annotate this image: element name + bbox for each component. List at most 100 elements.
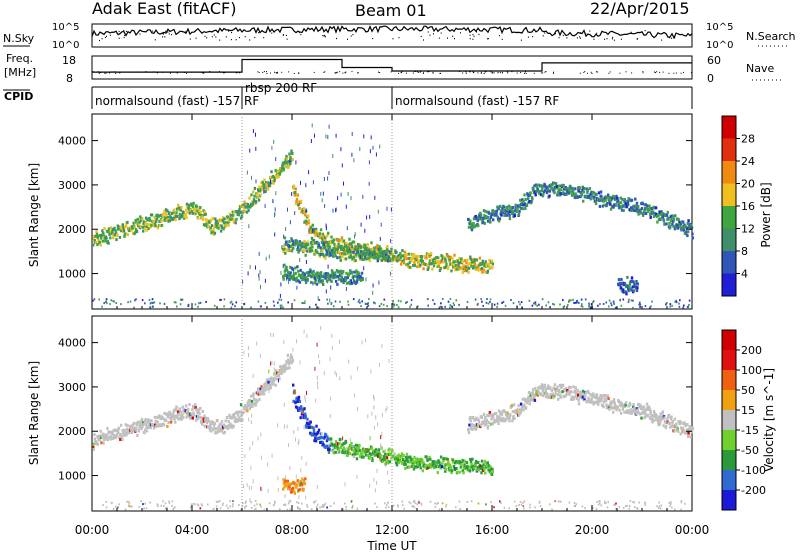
noise-search-point <box>322 35 324 37</box>
sporadic-echo <box>335 208 337 213</box>
range-cell <box>259 193 262 197</box>
range-cell <box>433 460 436 464</box>
nave-point <box>653 71 655 73</box>
range-cell <box>302 245 306 249</box>
sporadic-echo <box>260 486 262 491</box>
ground-scatter <box>595 507 598 510</box>
range-cell <box>212 231 215 235</box>
ground-scatter <box>373 301 375 304</box>
noise-search-point <box>460 32 461 34</box>
sporadic-echo <box>264 204 266 208</box>
range-cell <box>99 243 102 247</box>
ground-scatter <box>222 502 224 505</box>
sporadic-echo <box>288 443 290 448</box>
ground-scatter <box>199 301 202 304</box>
range-cell <box>286 249 289 252</box>
range-cell <box>286 276 289 280</box>
nave-point <box>414 71 416 72</box>
range-cell <box>99 236 103 240</box>
sporadic-echo <box>375 152 377 157</box>
range-cell <box>618 401 622 405</box>
nave-point <box>609 71 611 73</box>
range-cell <box>299 416 302 420</box>
ground-scatter <box>477 502 480 505</box>
range-cell <box>295 239 299 243</box>
range-cell <box>509 205 513 209</box>
range-cell <box>577 393 580 397</box>
ground-scatter <box>455 299 458 302</box>
range-cell <box>513 417 516 420</box>
range-cell <box>286 367 289 370</box>
sporadic-echo <box>274 232 276 237</box>
range-cell <box>480 262 483 266</box>
range-cell <box>287 272 290 276</box>
noise-search-point <box>213 34 215 36</box>
range-cell <box>477 215 480 219</box>
range-cell <box>453 253 456 257</box>
range-cell <box>439 266 442 270</box>
range-cell <box>340 236 344 240</box>
range-cell <box>232 424 235 428</box>
range-cell <box>327 244 330 247</box>
range-cell <box>484 415 487 419</box>
range-cell <box>416 265 419 269</box>
range-cell <box>569 397 573 401</box>
range-cell <box>454 264 457 267</box>
range-cell <box>148 218 152 222</box>
range-cell <box>501 207 504 211</box>
noise-search-point <box>487 38 489 40</box>
range-cell <box>685 230 688 234</box>
ground-scatter <box>649 306 651 309</box>
range-cell <box>546 186 549 190</box>
range-cell <box>317 428 321 432</box>
ground-scatter <box>644 305 647 307</box>
noise-search-point <box>106 35 107 37</box>
range-cell <box>163 411 166 415</box>
y-tick-label: 3000 <box>58 381 86 394</box>
range-cell <box>442 256 445 260</box>
range-cell <box>497 217 500 221</box>
range-cell <box>289 276 293 280</box>
range-cell <box>589 400 593 404</box>
sporadic-echo <box>258 273 260 278</box>
range-cell <box>263 178 266 182</box>
range-cell <box>182 407 186 411</box>
range-cell <box>466 464 469 468</box>
sporadic-echo <box>373 405 375 410</box>
range-cell <box>412 459 415 463</box>
range-cell <box>506 205 509 209</box>
ground-scatter <box>229 301 232 304</box>
ground-scatter <box>644 503 647 506</box>
range-cell <box>371 247 374 251</box>
range-cell <box>201 422 204 426</box>
range-cell <box>469 460 473 464</box>
ground-scatter <box>580 298 583 301</box>
range-cell <box>169 413 172 417</box>
sporadic-echo <box>373 425 375 430</box>
ground-scatter <box>411 505 413 508</box>
sporadic-echo <box>252 129 254 134</box>
range-cell <box>475 258 479 262</box>
nave-point <box>334 72 336 74</box>
range-cell <box>304 278 307 282</box>
ground-scatter <box>215 505 218 508</box>
range-cell <box>284 158 287 162</box>
ground-scatter <box>453 304 455 307</box>
range-cell <box>675 224 679 227</box>
range-cell <box>487 424 490 428</box>
range-cell <box>500 412 504 416</box>
range-cell <box>403 459 407 463</box>
range-cell <box>297 397 300 401</box>
range-cell <box>184 404 188 408</box>
range-cell <box>669 225 672 229</box>
range-cell <box>187 407 190 411</box>
range-cell <box>144 227 147 231</box>
ground-scatter <box>168 502 171 505</box>
range-cell <box>304 219 307 223</box>
ground-scatter <box>351 506 354 509</box>
ground-scatter <box>669 305 672 308</box>
range-cell <box>663 222 666 226</box>
range-cell <box>533 184 536 188</box>
range-cell <box>435 256 438 259</box>
range-cell <box>585 195 588 199</box>
